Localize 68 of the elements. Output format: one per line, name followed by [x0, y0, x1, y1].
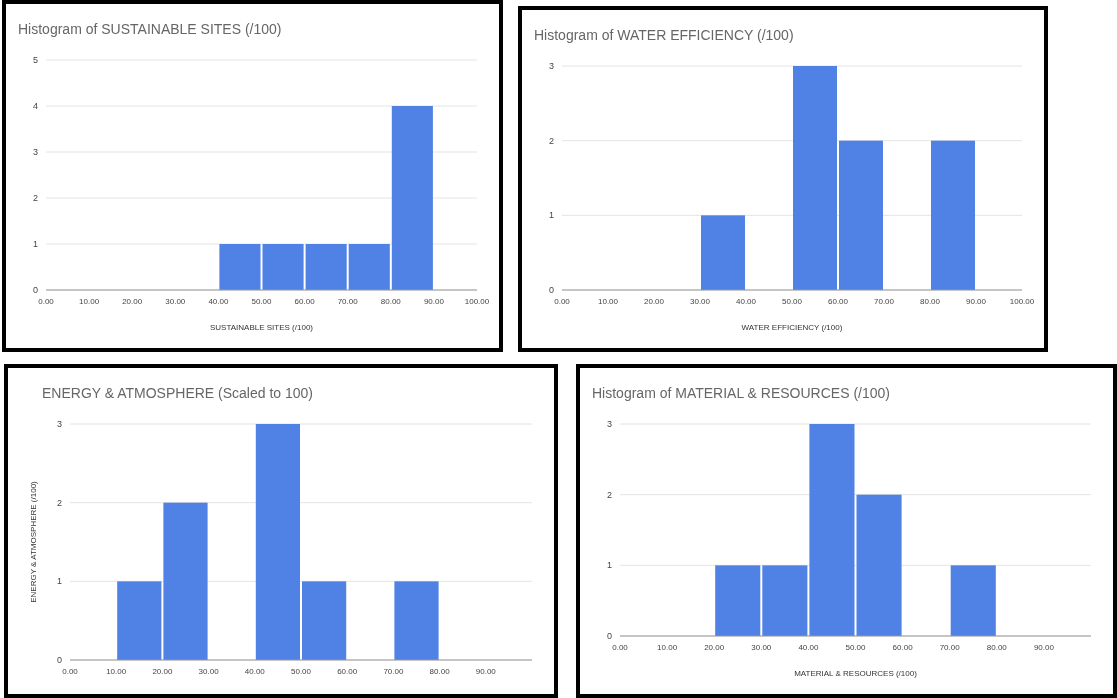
x-tick-label: 0.00 [612, 643, 629, 652]
x-tick-label: 50.00 [845, 643, 867, 652]
x-tick-label: 60.00 [294, 297, 316, 306]
x-tick-label: 0.00 [554, 297, 571, 306]
y-axis-title: ENERGY & ATMOSPHERE (/100) [29, 480, 38, 603]
y-tick-label: 1 [606, 560, 612, 571]
x-tick-label: 10.00 [597, 297, 619, 306]
x-tick-label: 30.00 [165, 297, 186, 306]
x-tick-label: 50.00 [781, 297, 803, 306]
chart-title: Histogram of SUSTAINABLE SITES (/100) [18, 21, 282, 37]
x-tick-label: 70.00 [873, 297, 895, 306]
x-tick-label: 90.00 [475, 667, 497, 676]
y-tick-label: 4 [32, 101, 38, 112]
x-axis-title: WATER EFFICIENCY (/100) [741, 323, 843, 332]
y-tick-label: 0 [606, 631, 612, 642]
chart-title: ENERGY & ATMOSPHERE (Scaled to 100) [42, 385, 314, 401]
y-tick-label: 2 [32, 193, 38, 204]
x-tick-label: 50.00 [251, 297, 273, 306]
x-tick-label: 80.00 [429, 667, 451, 676]
x-tick-label: 10.00 [79, 297, 100, 306]
y-tick-label: 2 [56, 497, 62, 508]
x-tick-label: 70.00 [383, 667, 404, 676]
y-tick-label: 1 [548, 210, 554, 221]
x-tick-label: 70.00 [939, 643, 961, 652]
x-tick-label: 60.00 [337, 667, 358, 676]
x-tick-label: 30.00 [198, 667, 220, 676]
y-tick-label: 0 [32, 285, 38, 296]
x-tick-label: 40.00 [208, 297, 229, 306]
x-axis-title: SUSTAINABLE SITES (/100) [210, 323, 314, 332]
x-tick-label: 10.00 [657, 643, 678, 652]
x-tick-label: 20.00 [643, 297, 665, 306]
x-tick-label: 30.00 [689, 297, 711, 306]
x-tick-label: 40.00 [798, 643, 819, 652]
y-tick-label: 0 [56, 655, 62, 666]
x-tick-label: 50.00 [290, 667, 312, 676]
x-tick-label: 60.00 [892, 643, 914, 652]
y-tick-label: 3 [32, 147, 38, 158]
x-tick-label: 20.00 [704, 643, 725, 652]
x-tick-label: 20.00 [152, 667, 173, 676]
y-tick-label: 2 [606, 489, 612, 500]
x-tick-label: 90.00 [965, 297, 987, 306]
x-tick-label: 30.00 [751, 643, 772, 652]
x-tick-label: 40.00 [735, 297, 757, 306]
x-tick-label: 90.00 [1033, 643, 1055, 652]
y-tick-label: 3 [548, 61, 554, 72]
x-tick-label: 10.00 [106, 667, 127, 676]
chart-title: Histogram of MATERIAL & RESOURCES (/100) [592, 385, 890, 401]
y-tick-label: 1 [32, 239, 38, 250]
chart-title: Histogram of WATER EFFICIENCY (/100) [534, 27, 794, 43]
x-tick-label: 60.00 [827, 297, 849, 306]
x-tick-label: 0.00 [38, 297, 55, 306]
y-tick-label: 2 [548, 135, 554, 146]
x-tick-label: 80.00 [380, 297, 402, 306]
x-tick-label: 80.00 [919, 297, 941, 306]
x-tick-label: 70.00 [337, 297, 359, 306]
x-tick-label: 100.00 [464, 297, 490, 306]
x-tick-label: 90.00 [423, 297, 445, 306]
x-tick-label: 40.00 [244, 667, 266, 676]
x-tick-label: 80.00 [986, 643, 1008, 652]
x-tick-label: 100.00 [1009, 297, 1035, 306]
y-tick-label: 3 [606, 419, 612, 430]
y-tick-label: 1 [56, 576, 62, 587]
y-tick-label: 3 [56, 419, 62, 430]
x-tick-label: 20.00 [122, 297, 143, 306]
x-tick-label: 0.00 [62, 667, 79, 676]
x-axis-title: MATERIAL & RESOURCES (/100) [794, 669, 918, 678]
y-tick-label: 5 [32, 55, 38, 66]
y-tick-label: 0 [548, 285, 554, 296]
